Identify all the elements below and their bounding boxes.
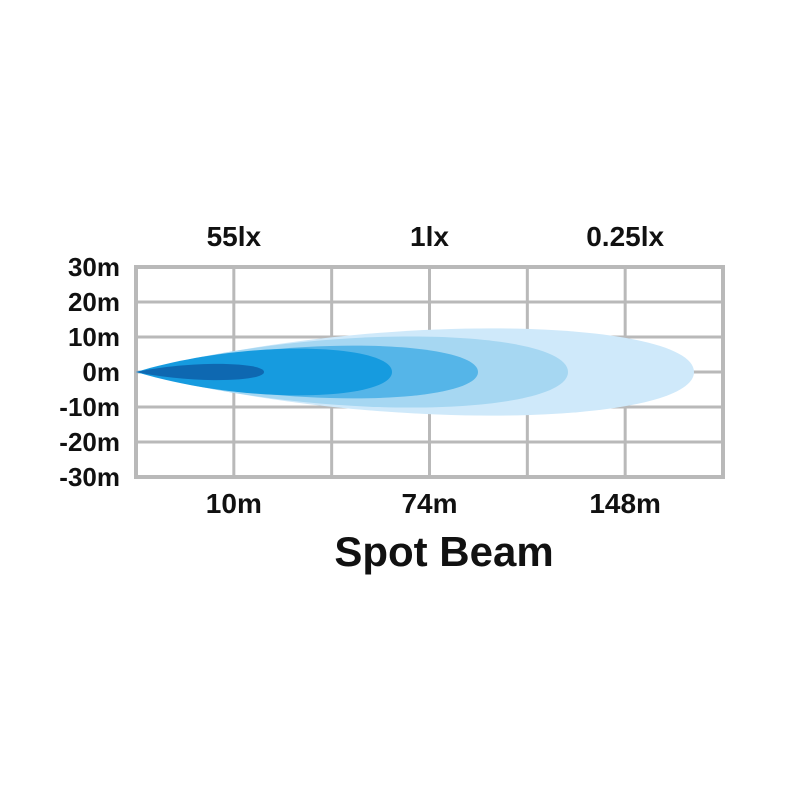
y-tick-label: 10m [67,322,120,352]
lux-label: 55lx [206,221,262,252]
beam-zone-1-innermost [136,363,264,381]
y-tick-label: -20m [59,427,120,457]
lux-label: 1lx [410,221,449,252]
lux-label: 0.25lx [586,221,665,252]
distance-label: 10m [205,488,262,519]
chart-title: Spot Beam [334,528,554,575]
y-tick-label: 0m [82,357,120,387]
y-tick-label: 20m [67,287,120,317]
y-tick-label: 30m [67,252,120,282]
y-tick-label: -10m [59,392,120,422]
distance-label: 74m [401,488,458,519]
y-tick-label: -30m [59,462,120,492]
distance-label: 148m [589,488,661,519]
